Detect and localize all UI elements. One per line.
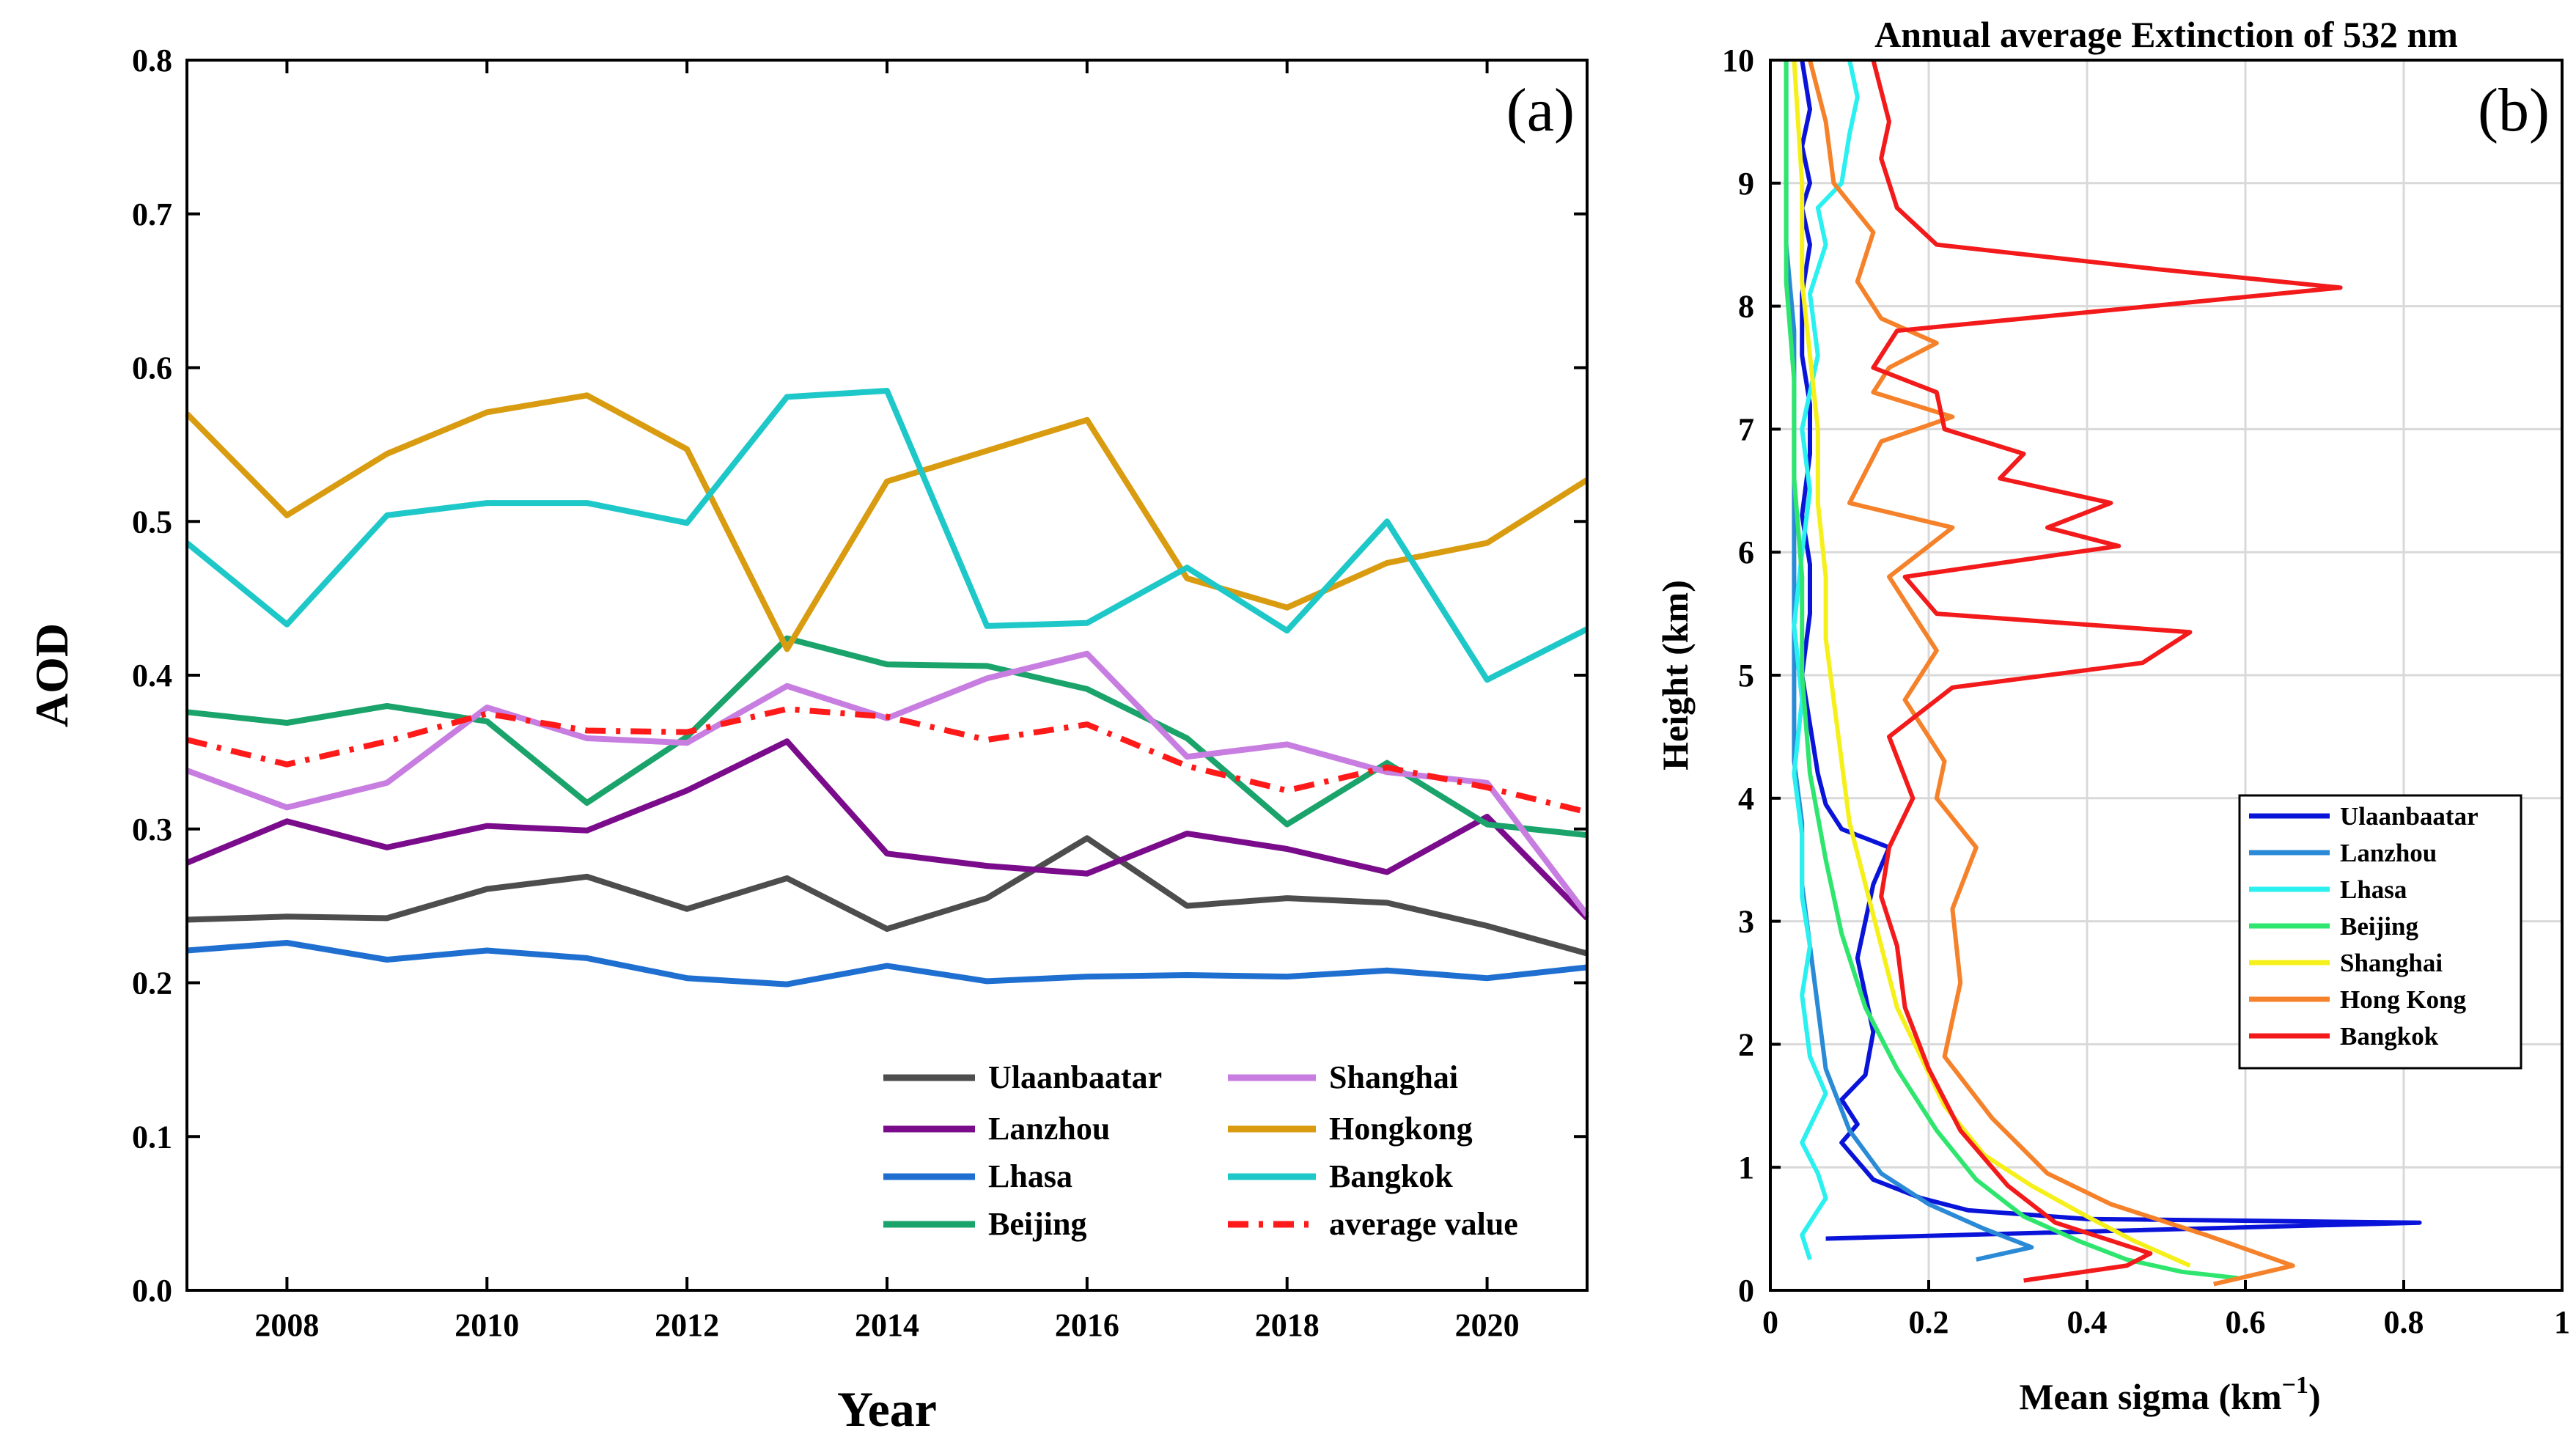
panel-b-y-tick-label: 4 — [1738, 781, 1754, 817]
profile-line-shanghai — [1792, 59, 2191, 1268]
panel-a-y-axis-label: AOD — [26, 623, 78, 727]
series-line-hongkong — [185, 392, 1589, 652]
panel-a-y-tick-label: 0.5 — [132, 504, 172, 540]
panel-a-x-tick-label: 2012 — [655, 1307, 719, 1343]
panel-b-legend-box — [2238, 794, 2522, 1070]
panel-a-y-tick-label: 0.2 — [132, 966, 172, 1001]
legend-label-beijing: Beijing — [988, 1206, 1086, 1242]
legend-label-lanzhou: Lanzhou — [988, 1111, 1110, 1147]
panel-b-x-axis-label: Mean sigma (km−1) — [2019, 1372, 2320, 1417]
legend-label-lhasa: Lhasa — [988, 1158, 1072, 1194]
legend-label-bangkok: Bangkok — [1329, 1158, 1453, 1194]
series-line-lanzhou — [185, 738, 1589, 921]
panel-b-y-tick-label: 0 — [1738, 1273, 1754, 1309]
panel-a-series — [185, 388, 1590, 988]
panel-b-series — [1784, 59, 2422, 1287]
panel-a-y-tick-label: 0.0 — [132, 1273, 172, 1309]
series-line-shanghai — [185, 650, 1590, 917]
panel-b-x-tick-label: 0.6 — [2226, 1304, 2266, 1340]
panel-a-y-tick-label: 0.7 — [132, 196, 172, 232]
panel-b-y-tick-label: 1 — [1738, 1150, 1754, 1185]
panel-b-x-tick-label: 0.4 — [2067, 1304, 2108, 1340]
legend-b-label-lhasa: Lhasa — [2340, 875, 2407, 904]
panel-b-title: Annual average Extinction of 532 nm — [1874, 14, 2458, 55]
legend-label-shanghai: Shanghai — [1329, 1059, 1458, 1095]
panel-b-label: (b) — [2478, 76, 2550, 144]
panel-b-y-tick-label: 10 — [1722, 43, 1754, 78]
panel-b-y-tick-label: 8 — [1738, 289, 1754, 325]
panel-a-x-tick-label: 2010 — [455, 1307, 519, 1343]
panel-b-y-tick-label: 5 — [1738, 658, 1754, 694]
panel-b-x-tick-label: 0 — [1762, 1304, 1778, 1340]
panel-b-x-tick-label: 0.2 — [1909, 1304, 1949, 1340]
series-line-bangkok — [185, 388, 1589, 683]
panel-b-grid — [1769, 59, 2564, 1292]
panel-b-y-tick-label: 9 — [1738, 166, 1754, 202]
panel-b-y-tick-label: 2 — [1738, 1026, 1754, 1062]
series-line-average-value — [186, 706, 1588, 815]
profile-line-ulaanbaatar — [1800, 59, 2422, 1241]
panel-a-x-tick-label: 2014 — [855, 1307, 919, 1343]
panel-a-label: (a) — [1506, 76, 1575, 144]
panel-b-frame — [1769, 59, 2564, 1292]
series-line-lhasa — [186, 940, 1588, 988]
legend-b-label-shanghai: Shanghai — [2340, 949, 2443, 977]
panel-a-frame — [185, 59, 1589, 1292]
panel-a-y-tick-label: 0.1 — [132, 1119, 172, 1155]
panel-a-ticks: 2008 2010 2012 2014 2016 2018 2020 0.0 0.1 0.2 0.3… — [132, 43, 1587, 1343]
profile-line-bangkok — [1871, 59, 2343, 1283]
panel-b-x-tick-label: 1 — [2554, 1304, 2570, 1340]
profile-line-hong-kong — [1808, 59, 2295, 1287]
panel-a-x-axis-label: Year — [837, 1381, 937, 1437]
legend-b-label-ulaanbaatar: Ulaanbaatar — [2340, 802, 2479, 831]
panel-a-legend: Ulaanbaatar Lanzhou Lhasa Beijing Shangh… — [883, 1059, 1518, 1242]
profile-line-beijing — [1784, 60, 2238, 1281]
legend-label-average-value: average value — [1329, 1206, 1518, 1242]
panel-b-legend: Ulaanbaatar Lanzhou Lhasa Beijing Shangh… — [2238, 794, 2522, 1070]
panel-a-y-tick-label: 0.8 — [132, 43, 172, 78]
panel-b-y-tick-label: 3 — [1738, 904, 1754, 940]
panel-a-x-tick-label: 2008 — [254, 1307, 319, 1343]
series-line-beijing — [186, 635, 1588, 839]
legend-b-label-lanzhou: Lanzhou — [2340, 839, 2437, 867]
panel-a-x-tick-label: 2016 — [1055, 1307, 1119, 1343]
legend-label-hongkong: Hongkong — [1329, 1111, 1473, 1147]
panel-b-x-axis-label-main: Mean sigma (km — [2019, 1376, 2281, 1417]
panel-a-x-tick-label: 2020 — [1455, 1307, 1520, 1343]
panel-b-x-axis-label-sup: −1 — [2282, 1372, 2308, 1399]
series-line-ulaanbaatar — [186, 835, 1589, 957]
panel-b-x-axis-label-end: ) — [2308, 1376, 2321, 1417]
panel-a-y-tick-label: 0.4 — [132, 658, 172, 694]
legend-label-ulaanbaatar: Ulaanbaatar — [988, 1059, 1162, 1095]
legend-b-label-beijing: Beijing — [2340, 912, 2418, 941]
panel-b-y-tick-label: 7 — [1738, 411, 1754, 447]
panel-a-y-tick-label: 0.3 — [132, 812, 172, 847]
panel-a-aod-timeseries: 2008 2010 2012 2014 2016 2018 2020 0.0 0.1 0.2 0.3… — [26, 43, 1590, 1437]
legend-b-label-hong-kong: Hong Kong — [2340, 985, 2467, 1014]
panel-a-x-tick-label: 2018 — [1255, 1307, 1320, 1343]
panel-b-y-axis-label: Height (km) — [1655, 580, 1696, 771]
panel-b-x-tick-label: 0.8 — [2384, 1304, 2424, 1340]
legend-b-label-bangkok: Bangkok — [2340, 1022, 2439, 1051]
panel-a-y-tick-label: 0.6 — [132, 350, 172, 386]
panel-b-y-tick-label: 6 — [1738, 534, 1754, 570]
